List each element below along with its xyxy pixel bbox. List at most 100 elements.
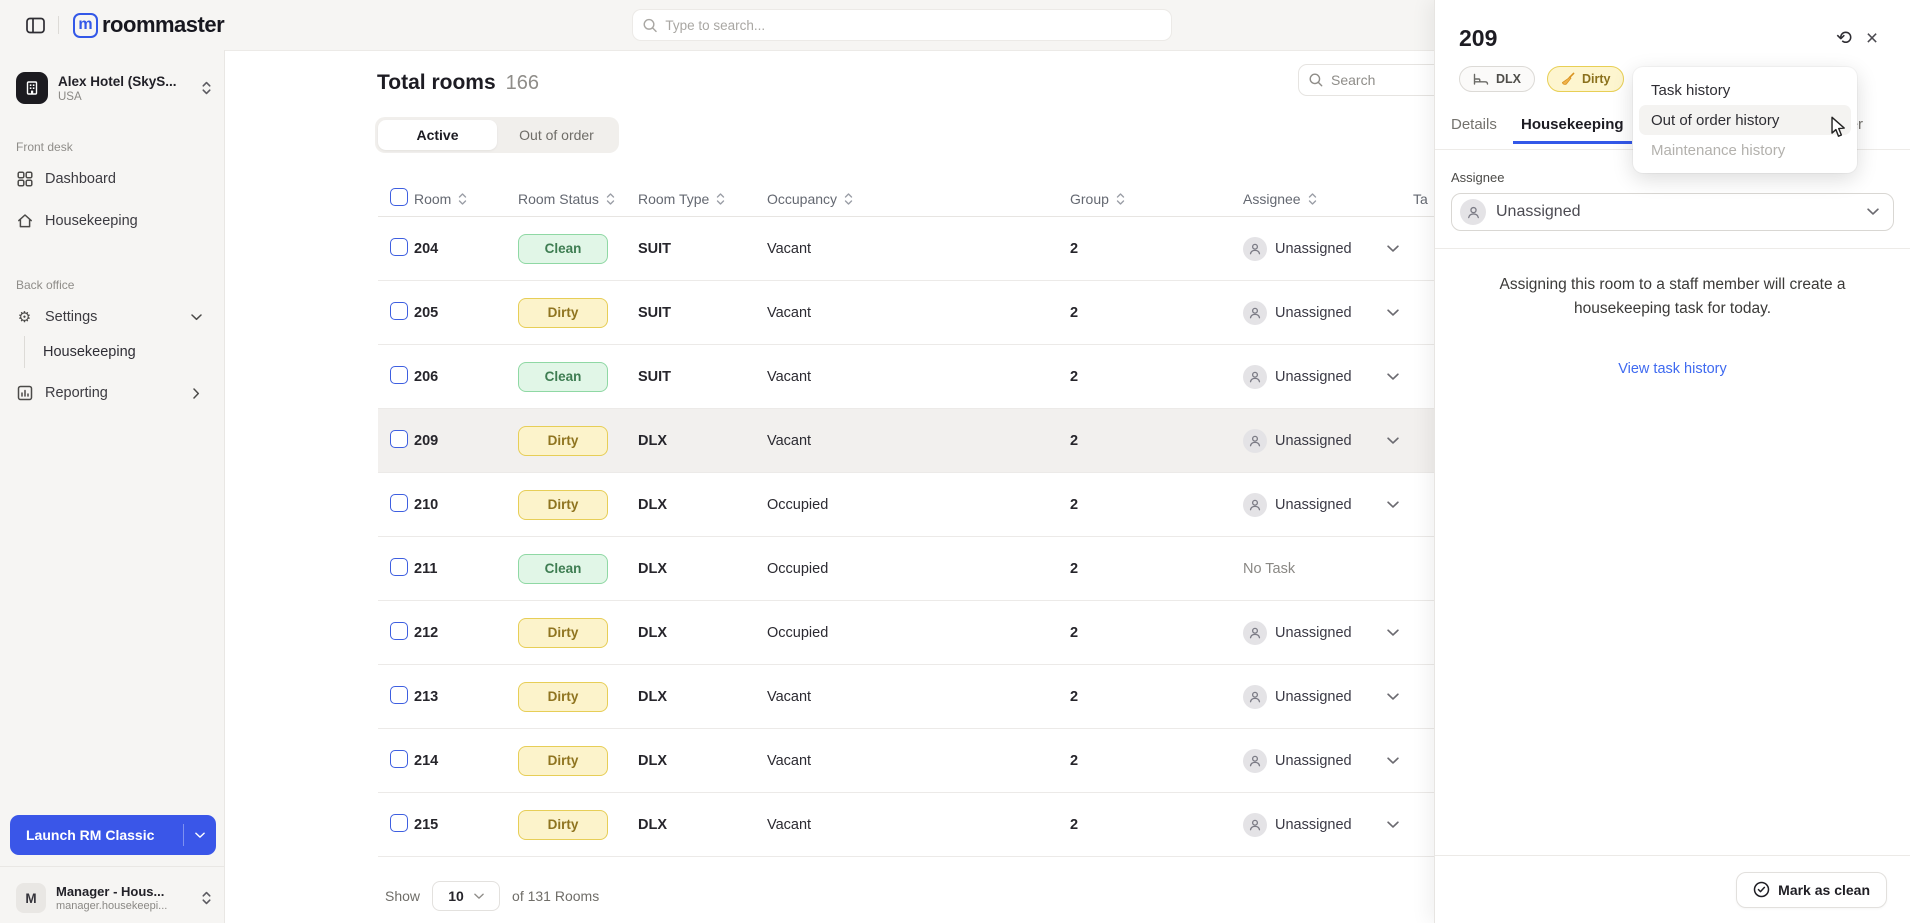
select-all-checkbox[interactable] [390, 188, 408, 206]
user-menu[interactable]: M Manager - Hous... manager.housekeepi..… [16, 883, 212, 913]
user-avatar: M [16, 883, 46, 913]
column-group[interactable]: Group [1070, 191, 1243, 207]
assignee-select[interactable]: Unassigned [1451, 193, 1894, 231]
global-search[interactable] [632, 9, 1172, 41]
chevron-down-icon [1387, 820, 1399, 828]
checkbox-cell [378, 685, 414, 708]
table-row-211[interactable]: 211 Clean DLX Occupied 2 No Task [378, 537, 1678, 601]
row-checkbox[interactable] [390, 429, 408, 448]
assignee-dropdown[interactable]: Unassigned [1243, 684, 1413, 709]
row-checkbox[interactable] [390, 685, 408, 704]
column-room[interactable]: Room [414, 191, 518, 207]
history-icon: ⟲ [1836, 27, 1852, 49]
chevron-down-icon [1387, 244, 1399, 252]
assignee-dropdown[interactable]: Unassigned [1243, 812, 1413, 837]
chevron-down-icon [1387, 756, 1399, 764]
row-checkbox[interactable] [390, 813, 408, 832]
section-back-office: Back office [16, 278, 75, 292]
hotel-switcher[interactable]: Alex Hotel (SkyS... USA [16, 72, 212, 104]
user-name: Manager - Hous... [56, 884, 165, 899]
sidebar-toggle-icon[interactable] [22, 12, 48, 38]
report-chart-icon [16, 385, 33, 401]
table-row-212[interactable]: 212 Dirty DLX Occupied 2 Unassigned [378, 601, 1678, 665]
assignee-dropdown[interactable]: Unassigned [1243, 300, 1413, 325]
room-status-badge: Dirty [518, 745, 608, 776]
sidebar-subitem-label: Housekeeping [43, 344, 136, 360]
sidebar-item-settings[interactable]: ⚙ Settings [16, 300, 216, 334]
room-status-badge: Dirty [518, 489, 608, 520]
row-checkbox[interactable] [390, 749, 408, 768]
row-checkbox[interactable] [390, 557, 408, 576]
sidebar-item-reporting[interactable]: Reporting [16, 376, 216, 410]
chevron-down-icon[interactable] [184, 832, 216, 839]
check-circle-icon [1753, 881, 1770, 898]
occupancy: Occupied [767, 560, 829, 577]
assign-note: Assigning this room to a staff member wi… [1499, 276, 1846, 318]
column-task[interactable]: Ta [1413, 190, 1428, 207]
view-task-history-link[interactable]: View task history [1618, 361, 1727, 378]
column-room-status[interactable]: Room Status [518, 191, 638, 207]
chevron-up-down-icon [202, 81, 211, 95]
tab-active[interactable]: Active [378, 120, 497, 150]
sidebar-item-housekeeping[interactable]: Housekeeping [16, 204, 216, 238]
close-panel-button[interactable]: × [1858, 24, 1886, 52]
hotel-region: USA [58, 90, 82, 103]
row-checkbox[interactable] [390, 237, 408, 256]
search-icon [1309, 73, 1323, 87]
global-search-input[interactable] [665, 17, 1161, 33]
assignee-dropdown[interactable]: Unassigned [1243, 428, 1413, 453]
logo-text: roommaster [102, 12, 225, 37]
sort-icon [1116, 192, 1125, 205]
chevron-down-icon [1867, 208, 1879, 215]
checkbox-cell [378, 237, 414, 260]
panel-tab-housekeeping[interactable]: Housekeeping [1513, 108, 1632, 144]
sidebar-item-label: Housekeeping [45, 213, 138, 229]
chevron-up-down-icon [202, 891, 211, 905]
occupancy: Vacant [767, 304, 812, 321]
room-type: DLX [638, 752, 667, 769]
mark-as-clean-button[interactable]: Mark as clean [1736, 871, 1887, 908]
checkbox-cell [378, 429, 414, 452]
table-row-213[interactable]: 213 Dirty DLX Vacant 2 Unassigned [378, 665, 1678, 729]
column-assignee[interactable]: Assignee [1243, 191, 1413, 207]
table-row-214[interactable]: 214 Dirty DLX Vacant 2 Unassigned [378, 729, 1678, 793]
row-checkbox[interactable] [390, 493, 408, 512]
launch-button-label: Launch RM Classic [26, 827, 155, 843]
table-row-215[interactable]: 215 Dirty DLX Vacant 2 Unassigned [378, 793, 1678, 857]
tab-out-of-order[interactable]: Out of order [519, 127, 594, 143]
launch-rm-classic-button[interactable]: Launch RM Classic [10, 815, 216, 855]
assignee-dropdown[interactable]: Unassigned [1243, 620, 1413, 645]
page-title: Total rooms [377, 71, 496, 94]
sidebar-item-dashboard[interactable]: Dashboard [16, 162, 216, 196]
table-row-205[interactable]: 205 Dirty SUIT Vacant 2 Unassigned [378, 281, 1678, 345]
assignee-dropdown[interactable]: Unassigned [1243, 364, 1413, 389]
assignee-dropdown[interactable]: Unassigned [1243, 748, 1413, 773]
chevron-down-icon [1387, 436, 1399, 444]
room-status-cell: Dirty [518, 425, 638, 456]
menu-item-out-of-order-history[interactable]: Out of order history [1639, 105, 1851, 135]
building-icon [26, 81, 38, 95]
room-type: DLX [638, 816, 667, 833]
row-checkbox[interactable] [390, 621, 408, 640]
row-checkbox[interactable] [390, 365, 408, 384]
sidebar-item-settings-housekeeping[interactable]: Housekeeping [24, 336, 224, 368]
table-row-206[interactable]: 206 Clean SUIT Vacant 2 Unassigned [378, 345, 1678, 409]
menu-item-task-history[interactable]: Task history [1651, 81, 1731, 99]
page-size-select[interactable]: 10 [432, 881, 501, 911]
column-occupancy[interactable]: Occupancy [767, 191, 1070, 207]
bed-icon [1473, 73, 1489, 85]
panel-tab-details[interactable]: Details [1451, 116, 1497, 133]
group: 2 [1070, 240, 1079, 257]
table-row-204[interactable]: 204 Clean SUIT Vacant 2 Unassigned [378, 217, 1678, 281]
assignee-value: Unassigned [1275, 624, 1352, 641]
table-row-210[interactable]: 210 Dirty DLX Occupied 2 Unassigned [378, 473, 1678, 537]
column-room-type[interactable]: Room Type [638, 191, 767, 207]
assignee-dropdown[interactable]: Unassigned [1243, 236, 1413, 261]
row-checkbox[interactable] [390, 301, 408, 320]
assignee-dropdown[interactable]: Unassigned [1243, 492, 1413, 517]
history-button[interactable]: ⟲ [1830, 24, 1858, 52]
room-status-cell: Dirty [518, 489, 638, 520]
room-number: 206 [414, 368, 439, 385]
room-number: 215 [414, 816, 439, 833]
room-number: 214 [414, 752, 439, 769]
